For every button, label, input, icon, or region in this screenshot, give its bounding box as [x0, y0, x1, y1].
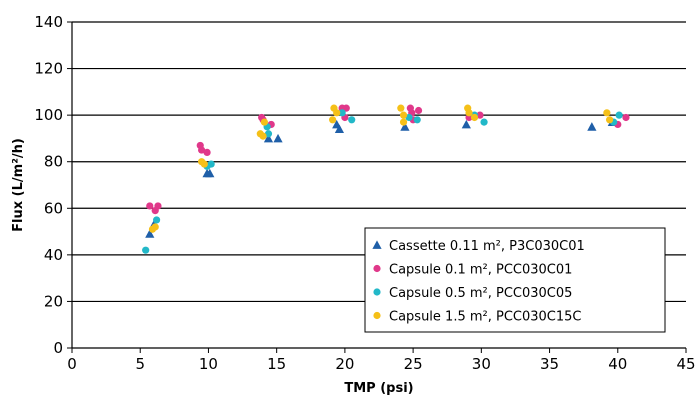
legend-marker-4: [373, 311, 381, 320]
legend-label-3: Capsule 0.5 m², PCC030C05: [389, 286, 572, 301]
data-point-series-1: [263, 133, 274, 143]
data-point-series-1: [145, 229, 155, 238]
data-point-series-2: [414, 106, 423, 115]
y-tick-label: 40: [44, 246, 63, 264]
data-point-series-3: [152, 216, 161, 224]
x-tick-label: 45: [676, 355, 695, 373]
data-point-series-3: [413, 116, 421, 124]
legend-marker-1: [372, 240, 382, 249]
data-point-series-3: [348, 116, 356, 124]
legend: Cassette 0.11 m², P3C030C01 Capsule 0.1 m…: [364, 227, 666, 333]
data-point-series-2: [342, 104, 350, 112]
data-point-series-4: [333, 109, 341, 117]
data-point-series-3: [405, 113, 413, 122]
legend-label-4: Capsule 1.5 m², PCC030C15C: [389, 310, 582, 325]
x-tick-label: 35: [540, 355, 559, 373]
x-tick-label: 20: [335, 355, 354, 373]
data-point-series-1: [273, 133, 283, 143]
data-point-series-4: [605, 116, 614, 124]
data-point-series-4: [465, 109, 473, 117]
y-tick-label: 20: [44, 292, 63, 310]
y-tick-label: 0: [53, 339, 63, 357]
data-point-series-3: [480, 118, 488, 126]
data-point-series-2: [198, 146, 206, 154]
data-point-series-2: [203, 148, 211, 156]
gridlines: [72, 21, 686, 303]
legend-marker-3: [373, 288, 381, 296]
data-point-series-2: [146, 202, 154, 210]
data-point-series-3: [338, 109, 346, 117]
x-tick-label: 30: [472, 355, 491, 373]
data-point-series-4: [397, 104, 405, 112]
x-tick-label: 15: [267, 355, 286, 373]
data-point-series-4: [259, 132, 267, 140]
data-point-series-4: [470, 113, 479, 122]
y-tick-label: 120: [34, 60, 63, 78]
legend-label-1: Cassette 0.11 m², P3C030C01: [389, 239, 585, 254]
x-tick-label: 0: [67, 355, 77, 373]
y-tick-label: 100: [34, 106, 63, 124]
data-point-series-3: [264, 130, 273, 138]
data-points: [142, 104, 630, 254]
data-point-series-4: [260, 118, 268, 126]
x-tick-label: 40: [608, 355, 627, 373]
data-point-series-1: [334, 124, 345, 134]
y-tick-label: 140: [34, 13, 63, 31]
x-tick-label: 5: [135, 355, 145, 373]
x-axis-title: TMP (psi): [344, 381, 413, 396]
data-point-series-1: [400, 122, 410, 131]
data-point-series-2: [476, 111, 484, 119]
y-tick-label: 80: [44, 153, 63, 171]
data-point-series-2: [622, 113, 630, 122]
legend-label-2: Capsule 0.1 m², PCC030C01: [389, 263, 572, 278]
data-point-series-1: [587, 122, 597, 131]
data-point-series-4: [200, 160, 208, 168]
x-tick-label: 25: [404, 355, 423, 373]
x-tick-label: 10: [199, 355, 218, 373]
y-tick-label: 60: [44, 199, 63, 217]
data-point-series-4: [603, 109, 611, 117]
data-point-series-4: [329, 116, 337, 124]
data-point-series-4: [151, 223, 159, 231]
data-point-series-4: [399, 111, 408, 119]
legend-marker-2: [373, 264, 381, 273]
data-point-series-4: [399, 118, 408, 126]
data-point-series-2: [154, 202, 162, 210]
y-axis-title: Flux (L/m²/h): [11, 138, 26, 232]
legend-box: [364, 227, 666, 333]
data-point-series-3: [615, 111, 623, 119]
data-point-series-1: [205, 168, 215, 178]
axes: 0 20 40 60 80 100 120 140 0 5 10 15 20 25 30 35 40 45: [34, 13, 695, 373]
data-point-series-1: [461, 119, 471, 129]
data-point-series-3: [142, 246, 150, 254]
